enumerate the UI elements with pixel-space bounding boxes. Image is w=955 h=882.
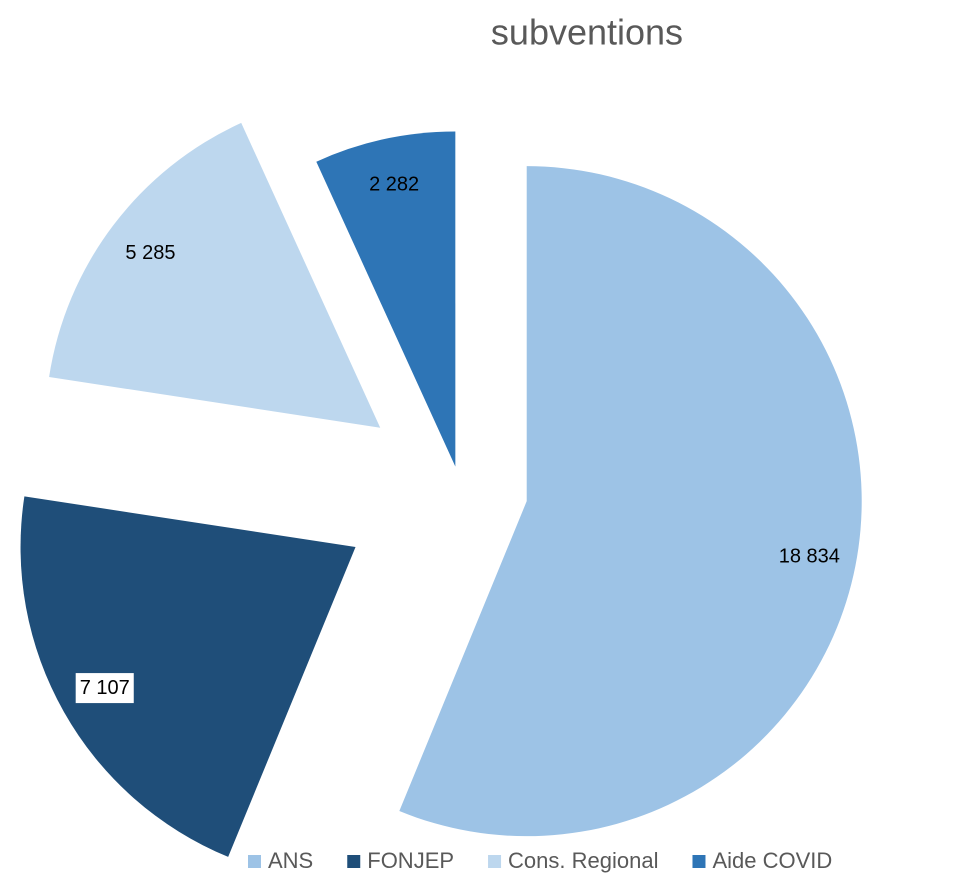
pie-slice xyxy=(49,122,381,428)
pie-slice xyxy=(316,131,456,467)
legend-label: Cons. Regional xyxy=(508,848,658,873)
data-label: 2 282 xyxy=(369,173,419,195)
legend-label: FONJEP xyxy=(367,848,454,873)
legend-label: Aide COVID xyxy=(712,848,832,873)
data-label: 5 285 xyxy=(125,242,175,264)
pie-slice xyxy=(20,496,356,857)
data-label: 18 834 xyxy=(779,545,840,567)
legend-swatch xyxy=(488,855,502,868)
data-label-box xyxy=(75,673,134,704)
pie-slice xyxy=(399,166,862,837)
legend-swatch xyxy=(692,855,706,868)
legend-swatch xyxy=(248,855,261,868)
data-label: 7 107 xyxy=(80,677,130,699)
chart-title: subventions xyxy=(491,12,683,53)
legend-swatch xyxy=(347,855,361,868)
legend-label: ANS xyxy=(268,848,313,873)
